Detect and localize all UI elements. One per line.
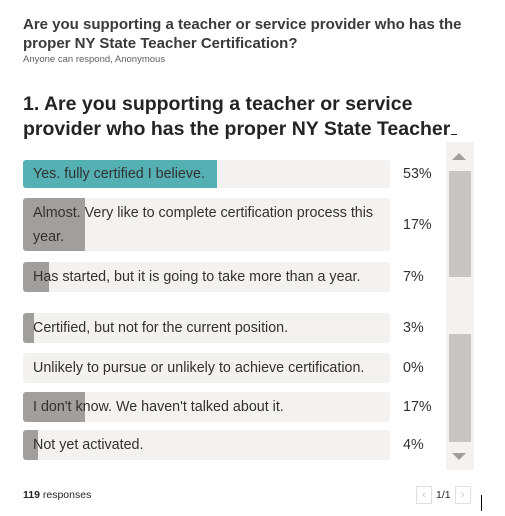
- result-percent: 4%: [403, 437, 424, 453]
- question-title: 1. Are you supporting a teacher or servi…: [23, 92, 483, 142]
- result-bar-fill: [23, 198, 86, 251]
- chevron-left-icon[interactable]: ‹: [416, 486, 432, 504]
- page-indicator: 1/1: [436, 489, 451, 501]
- pagination: ‹ 1/1 ›: [416, 484, 476, 506]
- chevron-right-icon[interactable]: ›: [454, 486, 471, 504]
- survey-subtitle: Anyone can respond, Anonymous: [23, 54, 166, 65]
- question-title-text: 1. Are you supporting a teacher or servi…: [23, 93, 451, 140]
- result-percent: 17%: [403, 217, 432, 233]
- result-bar: Almost. Very like to complete certificat…: [23, 198, 390, 251]
- result-label: Has started, but it is going to take mor…: [33, 269, 361, 285]
- result-bar: I don't know. We haven't talked about it…: [23, 392, 390, 422]
- scrollbar-thumb-upper[interactable]: [449, 171, 471, 277]
- result-percent: 17%: [403, 399, 432, 415]
- survey-header: Are you supporting a teacher or service …: [23, 15, 463, 65]
- result-percent: 7%: [403, 269, 424, 285]
- result-percent: 3%: [403, 320, 424, 336]
- result-bar-fill: [23, 262, 49, 292]
- result-bar: Yes. fully certified I believe.: [23, 160, 390, 188]
- result-bar-fill: [23, 392, 86, 422]
- result-bar-fill: [23, 160, 217, 188]
- scrollbar-thumb-lower[interactable]: [449, 334, 471, 442]
- response-count-label: responses: [42, 489, 92, 501]
- result-label: I don't know. We haven't talked about it…: [33, 399, 284, 415]
- result-label: Certified, but not for the current posit…: [33, 320, 289, 336]
- result-percent: 0%: [403, 360, 424, 376]
- result-bar: Certified, but not for the current posit…: [23, 313, 390, 343]
- result-percent: 53%: [403, 166, 432, 182]
- scroll-down-icon[interactable]: [452, 453, 466, 460]
- response-count-number: 119: [23, 489, 40, 501]
- result-bar: Has started, but it is going to take mor…: [23, 262, 390, 292]
- result-label: Yes. fully certified I believe.: [33, 166, 205, 182]
- survey-title: Are you supporting a teacher or service …: [23, 16, 462, 52]
- text-cursor: [481, 495, 482, 511]
- truncation-mark: [451, 134, 458, 135]
- result-bar-fill: [23, 313, 34, 343]
- result-bar-fill: [23, 430, 38, 460]
- response-count: 119 responses: [23, 489, 91, 501]
- scroll-up-icon[interactable]: [452, 153, 466, 160]
- result-bar: Unlikely to pursue or unlikely to achiev…: [23, 353, 390, 383]
- result-bar: Not yet activated.: [23, 430, 390, 460]
- result-label: Unlikely to pursue or unlikely to achiev…: [33, 360, 365, 376]
- scrollbar[interactable]: [446, 142, 474, 470]
- result-label: Not yet activated.: [33, 437, 144, 453]
- result-label: Almost. Very like to complete certificat…: [33, 205, 374, 245]
